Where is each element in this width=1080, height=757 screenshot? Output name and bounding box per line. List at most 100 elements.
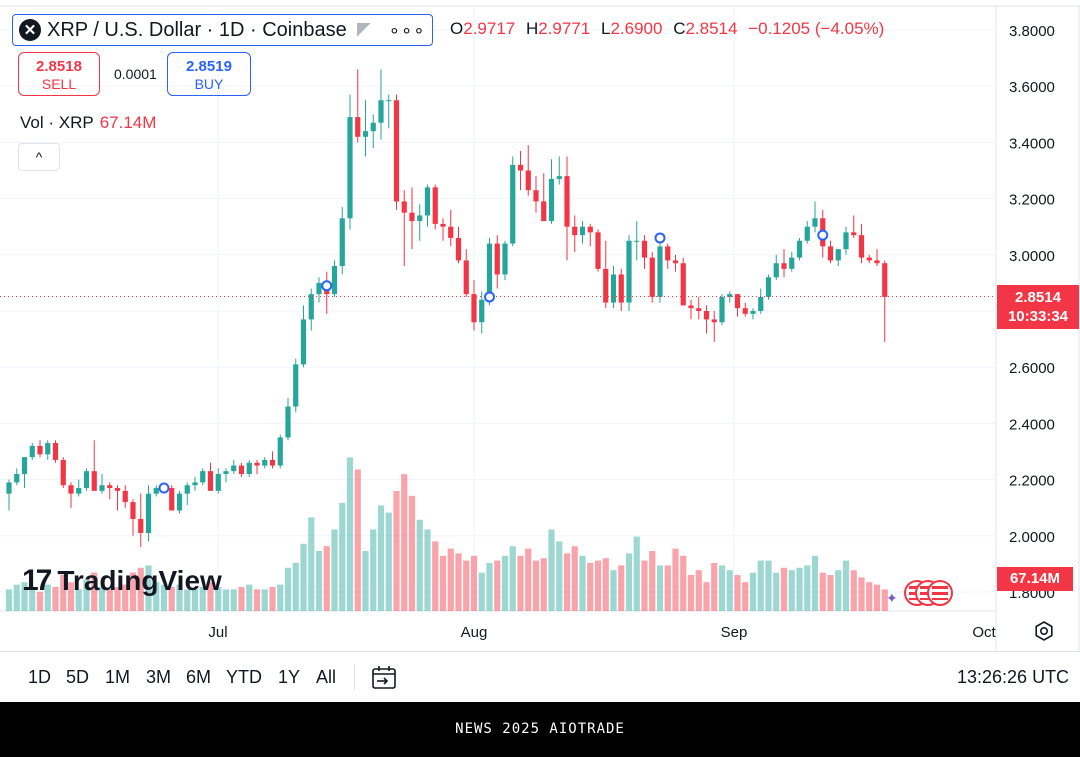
range-ytd-button[interactable]: YTD [226, 667, 262, 687]
tradingview-logo-icon: 17 [22, 564, 52, 597]
candle-body [68, 485, 74, 494]
range-6m-button[interactable]: 6M [186, 667, 212, 687]
candle-body [76, 488, 82, 494]
volume-bar [75, 589, 82, 611]
candle-body [370, 122, 376, 132]
sell-button[interactable]: 2.8518 SELL [18, 52, 100, 96]
range-3m-button[interactable]: 3M [146, 667, 172, 687]
candle-body [107, 485, 113, 489]
volume-bar [230, 589, 237, 611]
candle-body [285, 406, 291, 438]
candle-body [231, 465, 237, 472]
volume-bar [811, 555, 819, 611]
flag-stripe [920, 586, 936, 589]
time-tick-label: Sep [721, 624, 748, 641]
candle-body [804, 226, 810, 241]
candle-body [114, 488, 121, 491]
volume-bar [29, 587, 36, 611]
volume-bar [207, 582, 214, 611]
candle-body [758, 296, 764, 311]
volume-bar [354, 469, 361, 611]
close-label: C [673, 19, 686, 38]
candle-body [734, 294, 741, 309]
high-value: 2.9771 [538, 19, 591, 38]
candle-body [14, 473, 20, 483]
candle-body [626, 240, 632, 303]
candle-body [91, 471, 97, 491]
volume-bar [246, 584, 253, 611]
volume-bar [13, 584, 20, 611]
low-value: 2.6900 [610, 19, 663, 38]
utc-clock[interactable]: 13:26:26 UTC [957, 667, 1070, 687]
volume-badge: 67.14M [997, 567, 1073, 591]
volume-bar [509, 546, 516, 611]
volume-bar [377, 505, 385, 611]
open-value: 2.9717 [463, 19, 516, 38]
volume-bar [455, 553, 462, 611]
volume-bar [842, 560, 850, 611]
settings-gear-icon[interactable] [1033, 620, 1055, 642]
more-options-icon[interactable]: ∘∘∘ [388, 19, 426, 40]
candle-body [610, 274, 617, 303]
range-1d-button[interactable]: 1D [28, 667, 52, 687]
candle-body [254, 462, 260, 466]
price-chart[interactable]: 3.80003.60003.40003.20003.00002.80002.60… [0, 0, 1080, 651]
range-1y-button[interactable]: 1Y [278, 667, 301, 687]
volume-bar [788, 570, 795, 611]
volume-bar [664, 565, 671, 611]
buy-button[interactable]: 2.8519 BUY [167, 52, 251, 96]
candle-body [525, 170, 531, 191]
candle-body [641, 240, 648, 258]
sell-label: SELL [41, 76, 77, 92]
volume-bar [765, 560, 772, 611]
go-to-date-calendar-icon[interactable] [370, 666, 398, 690]
candle-body [246, 462, 252, 474]
volume-bar [98, 587, 106, 611]
candle-body [21, 457, 28, 474]
volume-bar [540, 558, 547, 611]
volume-legend[interactable]: Vol · XRP 67.14M [20, 113, 156, 133]
candle-body [300, 319, 307, 365]
candle-body [45, 443, 51, 455]
candle-body [541, 201, 547, 222]
range-all-button[interactable]: All [316, 667, 337, 687]
candle-body [293, 364, 299, 407]
candle-body [6, 482, 12, 494]
chart-background [0, 6, 1080, 651]
volume-bar [339, 503, 346, 611]
volume-bar [122, 584, 129, 611]
range-5d-button[interactable]: 5D [66, 667, 90, 687]
volume-bar [52, 587, 59, 611]
candle-body [463, 260, 469, 295]
candle-body [455, 237, 462, 261]
candle-body [192, 482, 198, 486]
candle-body [37, 445, 43, 455]
tradingview-wordmark: TradingView [57, 565, 222, 596]
flag-icon[interactable] [356, 23, 371, 37]
volume-bar [532, 560, 540, 611]
candle-body [355, 117, 361, 137]
symbol-title[interactable]: XRP / U.S. Dollar · 1D · Coinbase [47, 18, 347, 41]
candle-body [60, 459, 66, 486]
volume-bar [292, 563, 299, 611]
range-1m-button[interactable]: 1M [105, 667, 131, 687]
bottom-toolbar: 1D 5D 1M 3M 6M YTD 1Y All 13:26:26 UTC [0, 651, 1080, 702]
volume-bar [672, 548, 679, 611]
candle-body [827, 246, 834, 261]
symbol-legend[interactable]: ✕ XRP / U.S. Dollar · 1D · Coinbase ∘∘∘ [12, 14, 433, 46]
volume-bar [222, 589, 230, 611]
tradingview-logo[interactable]: 17 TradingView [22, 564, 222, 598]
volume-bar [300, 543, 307, 611]
candle-body [587, 226, 593, 233]
candle-body [719, 296, 725, 323]
price-tick-label: 3.0000 [1009, 248, 1055, 265]
collapse-legend-button[interactable]: ^ [18, 143, 60, 171]
volume-bar [656, 565, 664, 611]
candle-body [765, 277, 772, 297]
candle-body [672, 260, 679, 264]
candle-body [835, 249, 841, 261]
event-marker-icon [158, 482, 170, 494]
candle-body [99, 485, 105, 491]
volume-bar [602, 558, 609, 611]
candle-body [130, 502, 136, 519]
